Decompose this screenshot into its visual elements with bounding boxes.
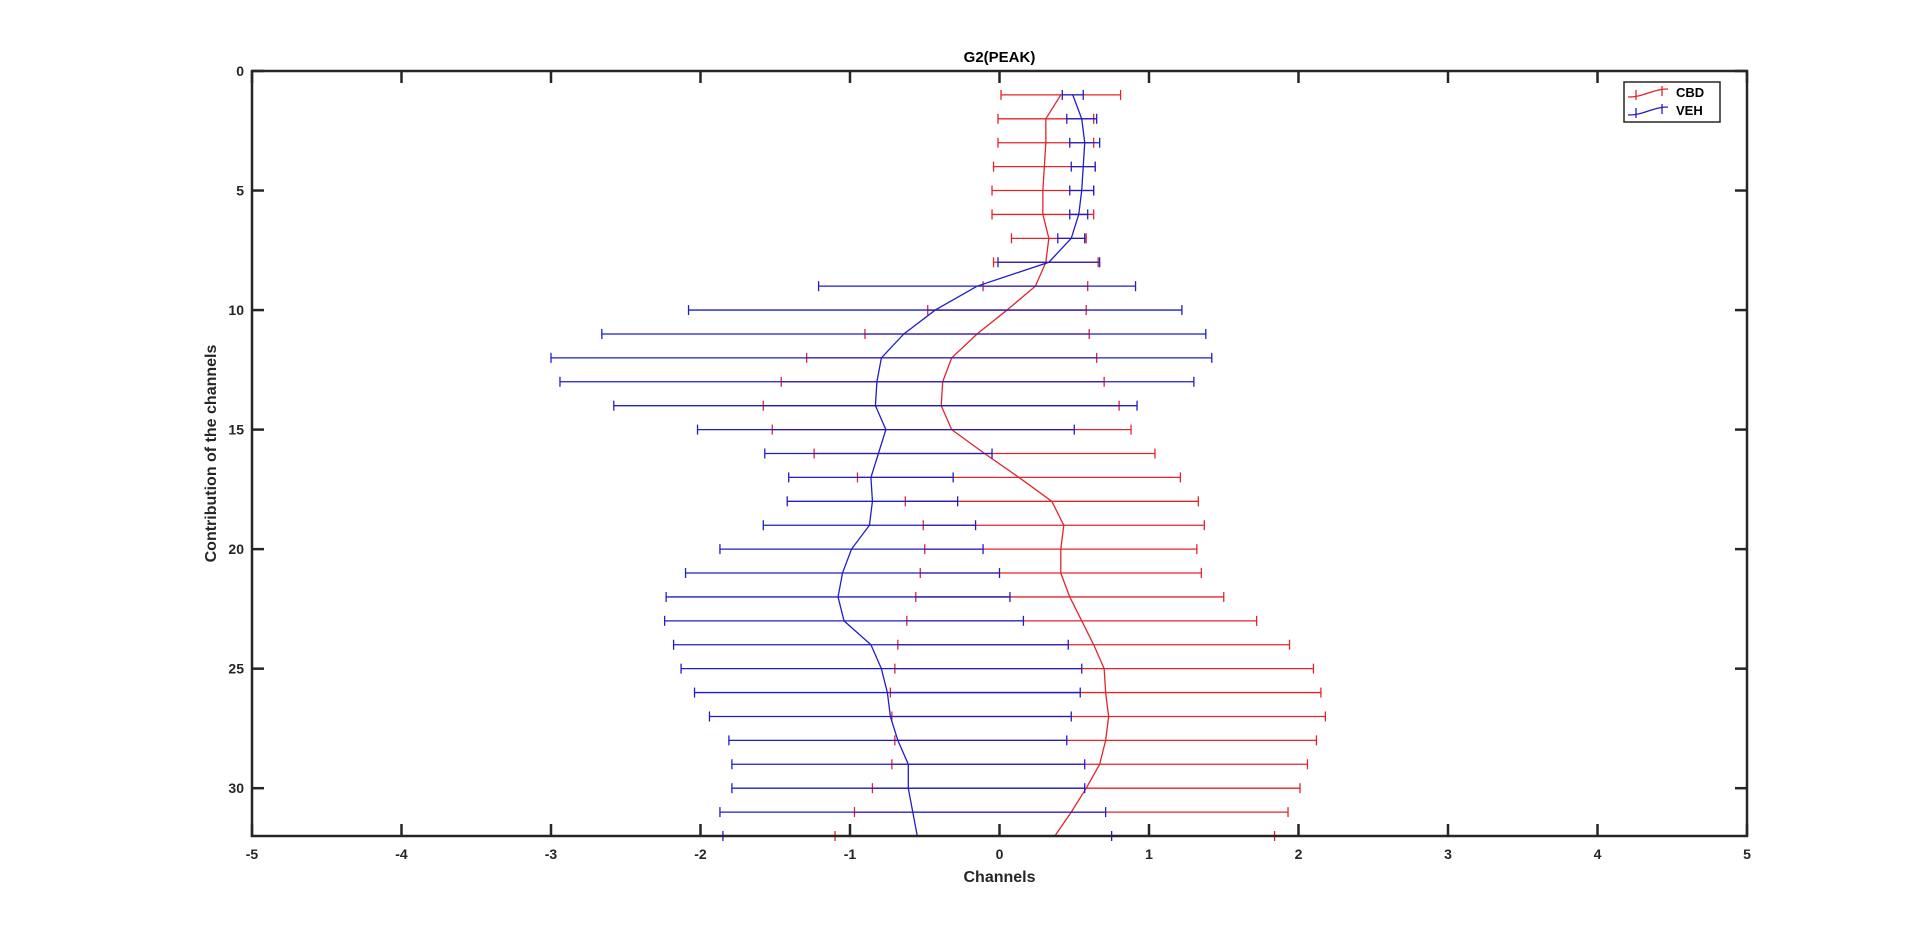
y-tick-label: 15 — [228, 422, 244, 438]
x-axis-title: Channels — [963, 869, 1035, 886]
legend-entry-cbd: CBD — [1627, 85, 1704, 100]
x-tick-label: -2 — [694, 846, 707, 862]
x-tick-label: -1 — [844, 846, 857, 862]
chart-title: G2(PEAK) — [964, 49, 1036, 66]
x-tick-label: 2 — [1295, 846, 1303, 862]
x-tick-labels: -5 -4 -3 -2 -1 0 1 2 3 4 5 — [246, 846, 1751, 862]
y-tick-label: 25 — [228, 661, 244, 677]
series-veh — [550, 89, 1213, 841]
legend-label: VEH — [1676, 103, 1703, 118]
series-line — [940, 94, 1110, 837]
legend-label: CBD — [1676, 85, 1704, 100]
error-bar — [1000, 89, 1122, 100]
x-tick-label: 3 — [1444, 846, 1452, 862]
y-tick-label: 5 — [236, 183, 244, 199]
x-tick-label: 4 — [1594, 846, 1602, 862]
x-tick-label: -3 — [545, 846, 558, 862]
y-axis-title: Contribution of the channels — [203, 345, 220, 563]
legend-box — [1623, 81, 1721, 123]
y-tick-labels: 0 5 10 15 20 25 30 — [228, 63, 244, 796]
plot-frame — [250, 69, 1749, 838]
x-tick-label: 1 — [1145, 846, 1153, 862]
x-tick-label: -5 — [246, 846, 259, 862]
y-tick-label: 30 — [228, 780, 244, 796]
legend-entry-veh: VEH — [1627, 103, 1703, 118]
y-tick-label: 0 — [236, 63, 244, 79]
y-tick-label: 10 — [228, 302, 244, 318]
x-tick-label: -4 — [395, 846, 408, 862]
error-bar — [1061, 89, 1084, 100]
x-tick-label: 0 — [996, 846, 1004, 862]
legend: CBD VEH — [1623, 81, 1721, 123]
x-tick-label: 5 — [1743, 846, 1751, 862]
y-tick-label: 20 — [228, 541, 244, 557]
series-line — [837, 94, 1086, 837]
